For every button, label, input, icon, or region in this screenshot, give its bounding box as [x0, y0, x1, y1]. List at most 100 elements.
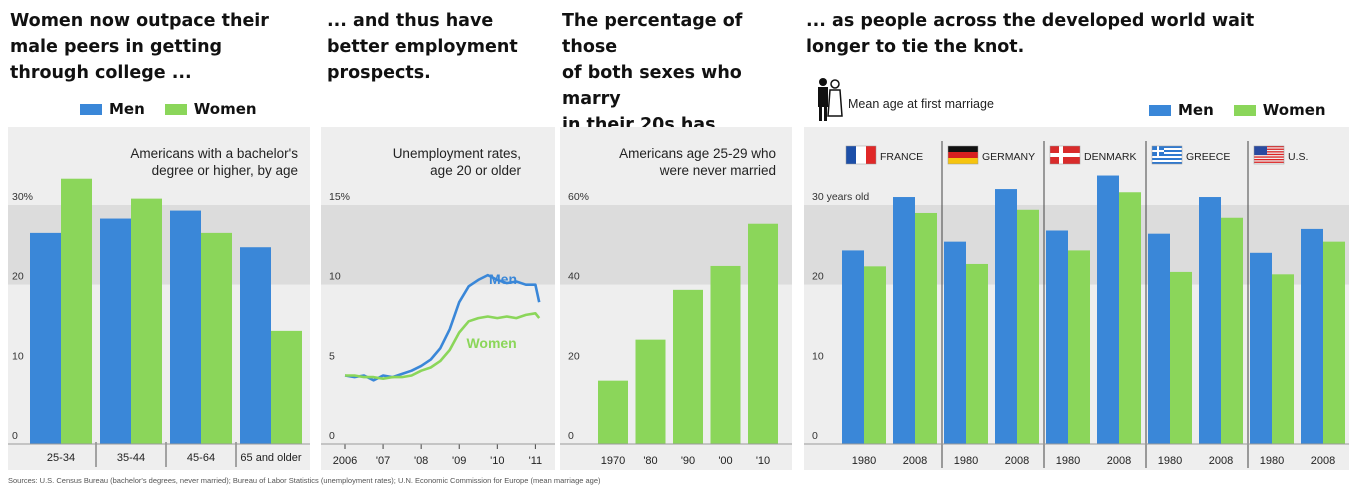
marriage-note: Mean age at first marriage: [848, 97, 994, 111]
flag-stripe: [1152, 154, 1182, 156]
bar-men: [170, 210, 201, 444]
flag-stripe: [1254, 161, 1284, 163]
flag-cross: [1050, 153, 1080, 157]
bar-never-married: [710, 265, 741, 444]
flag-border: [947, 145, 979, 165]
legend-women-swatch: [1233, 104, 1256, 116]
bride-groom-icon: [818, 78, 843, 121]
x-tick-label: '00: [718, 455, 732, 467]
x-tick-label: 2008: [1209, 455, 1233, 467]
series-men-label: Men: [489, 271, 517, 287]
bar-women: [1323, 241, 1345, 444]
x-tick-label: 2008: [1107, 455, 1131, 467]
x-tick-label: '08: [414, 455, 428, 467]
bar-men: [240, 247, 271, 444]
bar-men: [944, 241, 966, 444]
chart-unemployment: Unemployment rates, age 20 or older 0 5 10 15…: [321, 127, 555, 470]
bar-never-married: [635, 339, 666, 444]
bar-men: [1199, 197, 1221, 444]
flag-stripe: [1152, 146, 1182, 148]
bar-men: [1097, 175, 1119, 445]
x-tick-label: '07: [376, 455, 390, 467]
bar-never-married: [598, 380, 628, 444]
flag-stripe: [1254, 156, 1284, 158]
x-tick-label: 25-34: [47, 452, 75, 464]
flag-stripe: [948, 158, 978, 164]
flag-canton: [1254, 146, 1267, 155]
bar-men: [995, 189, 1017, 444]
x-tick-label: 35-44: [117, 452, 145, 464]
flag-stripe: [948, 146, 978, 152]
y-tick-label: 0: [329, 430, 335, 442]
flag-stripe: [1254, 148, 1284, 150]
legend-men-label: Men: [109, 100, 145, 118]
legend: Men Women: [1149, 101, 1346, 119]
x-tick-label: 2006: [333, 455, 357, 467]
us-flag-icon: [1253, 145, 1285, 165]
bar-men: [1046, 230, 1068, 444]
bar-men: [100, 218, 131, 444]
flag-stripe: [1254, 153, 1284, 156]
x-tick-label: '90: [681, 455, 695, 467]
x-tick-label: 2008: [903, 455, 927, 467]
flag-border: [1253, 145, 1285, 165]
flag-stripe: [1254, 159, 1284, 161]
x-tick-label: 1980: [1056, 455, 1080, 467]
x-tick-label: '10: [490, 455, 504, 467]
flag-stripe: [856, 146, 866, 164]
bar-men: [893, 197, 915, 444]
y-tick-label: 20: [812, 271, 824, 283]
flag-stripe: [846, 146, 856, 164]
flag-stripe: [1152, 156, 1182, 158]
x-tick-label: '09: [452, 455, 466, 467]
flag-stripe: [1254, 151, 1284, 153]
legend-men-swatch: [80, 103, 102, 115]
y-tick-label: 10: [12, 350, 24, 362]
legend: Men Women: [80, 100, 277, 118]
flag-stripe: [1152, 162, 1182, 164]
germany-flag-icon: [947, 145, 979, 165]
y-tick-label: 0: [12, 430, 18, 442]
greece-flag-icon: [1151, 145, 1183, 165]
y-tick-label: 40: [568, 271, 580, 283]
chart-title: Unemployment rates, age 20 or older: [393, 146, 522, 178]
chart-college: Americans with a bachelor's degree or hig…: [8, 127, 310, 470]
x-tick-label: 1980: [852, 455, 876, 467]
y-tick-label: 60%: [568, 191, 589, 203]
y-tick-label: 10: [812, 350, 824, 362]
bar-men: [842, 250, 864, 444]
y-tick-label: 0: [812, 430, 818, 442]
flag-stripe: [1152, 148, 1182, 150]
bar-women: [1068, 250, 1090, 444]
legend-men-swatch: [1149, 104, 1171, 116]
bar-women: [915, 212, 937, 444]
legend-women-label: Women: [193, 100, 257, 118]
flag-stripe: [1152, 160, 1182, 162]
x-tick-label: 45-64: [187, 452, 215, 464]
country-label: GREECE: [1186, 151, 1230, 163]
bar-never-married: [748, 223, 778, 444]
x-tick-label: 1970: [601, 455, 625, 467]
bar-women: [1119, 192, 1141, 444]
x-tick-label: 2008: [1311, 455, 1335, 467]
flag-stripe: [1152, 158, 1182, 160]
bar-women: [966, 263, 988, 444]
country-label: GERMANY: [982, 151, 1035, 163]
bar-women: [1170, 271, 1192, 444]
flag-border: [1049, 145, 1081, 165]
y-tick-label: 15%: [329, 191, 350, 203]
flag-border: [845, 145, 877, 165]
x-tick-label: '10: [756, 455, 770, 467]
flag-border: [1151, 145, 1183, 165]
bar-men: [1250, 252, 1272, 444]
chart-marriage-age: 0 10 20 30 years old FRANCE 1980 2008 GERMANY 19…: [804, 127, 1349, 470]
bar-women: [1017, 209, 1039, 444]
panel-unemployment: ... and thus have better employment pros…: [321, 0, 555, 470]
bar-women: [61, 178, 92, 444]
bar-women: [864, 266, 886, 444]
legend-women-label: Women: [1262, 101, 1326, 119]
grid-band: [321, 205, 555, 285]
x-tick-label: '11: [529, 455, 543, 467]
bar-men: [30, 232, 61, 444]
legend-women-swatch: [164, 103, 187, 115]
